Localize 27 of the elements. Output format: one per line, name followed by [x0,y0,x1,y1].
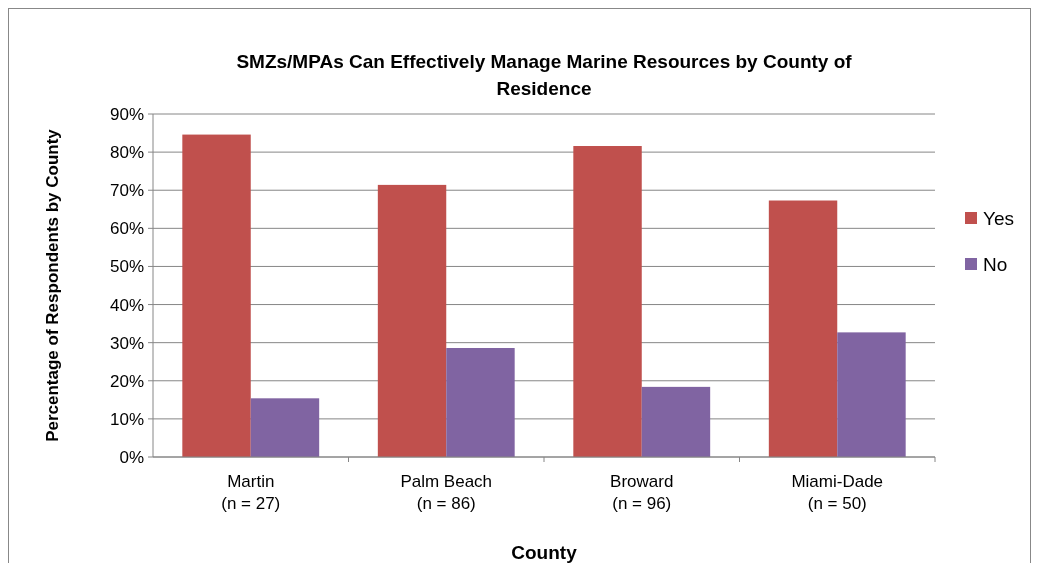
bar [446,348,515,457]
x-tick-label: Palm Beach (n = 86) [400,472,493,513]
y-tick-label: 70% [109,181,144,201]
x-tick-label: Martin (n = 27) [221,472,281,513]
bar [250,398,320,457]
bar [768,200,838,457]
y-tick-label: 0% [119,447,144,467]
bar [377,184,447,457]
y-tick-label: 60% [109,219,144,239]
legend-label: No [983,253,1008,275]
bar [837,332,906,457]
bar [641,386,711,457]
x-axis-title: County [511,542,578,563]
y-tick-label: 10% [109,409,144,429]
y-tick-label: 40% [109,295,144,315]
y-tick-label: 20% [109,371,144,391]
x-tick-label: Miami-Dade (n = 50) [791,472,884,513]
y-tick-label: 50% [109,257,144,277]
x-tick-label: Broward (n = 96) [610,472,674,513]
bar [573,146,642,457]
bar [182,134,251,457]
y-tick-label: 30% [109,333,144,353]
y-tick-label: 80% [109,143,144,163]
y-tick-label: 90% [109,104,144,124]
legend-label: Yes [983,207,1014,229]
y-axis-title: Percentage of Respondents by County [43,128,62,442]
chart-title: SMZs/MPAs Can Effectively Manage Marine Resources by County of Residence [236,51,853,99]
